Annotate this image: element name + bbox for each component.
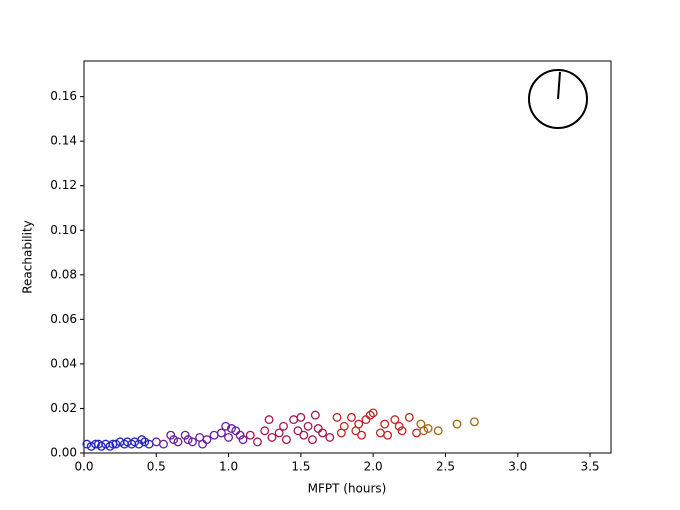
x-tick-label: 1.5 (291, 460, 310, 474)
point (227, 424, 236, 433)
point (293, 426, 303, 436)
point (96, 441, 106, 451)
point (134, 439, 144, 449)
x-tick-label: 0.0 (74, 460, 93, 474)
clock-hand (557, 71, 561, 100)
point (397, 426, 407, 436)
point (299, 430, 309, 440)
point (183, 435, 193, 445)
point (339, 421, 349, 431)
point (264, 415, 274, 425)
y-tick-label: 0.06 (50, 312, 77, 326)
point (187, 437, 197, 447)
point (347, 412, 356, 422)
point (423, 424, 433, 433)
x-tick-label: 3.0 (508, 460, 527, 474)
point (433, 426, 443, 436)
point (140, 437, 150, 447)
point (368, 408, 378, 418)
point (354, 419, 364, 429)
point (307, 435, 317, 445)
point (209, 430, 219, 440)
x-tick-label: 1.0 (219, 460, 238, 474)
point (260, 426, 270, 436)
point (253, 437, 262, 447)
y-tick-label: 0.12 (50, 178, 77, 192)
x-tick-label: 2.0 (364, 460, 383, 474)
point (166, 430, 176, 440)
point (202, 435, 212, 445)
point (267, 432, 277, 442)
point (169, 435, 179, 445)
y-tick-label: 0.16 (50, 89, 77, 103)
x-tick-label: 2.5 (436, 460, 455, 474)
point (224, 432, 234, 442)
clock-icon (528, 69, 588, 129)
point (452, 419, 462, 429)
point (469, 417, 479, 427)
y-tick-label: 0.04 (50, 356, 77, 370)
point (198, 439, 208, 449)
point (383, 430, 393, 440)
point (390, 415, 400, 425)
y-tick-label: 0.14 (50, 134, 77, 148)
point (419, 426, 429, 436)
y-tick-label: 0.08 (50, 267, 77, 281)
point (111, 439, 121, 449)
point (221, 421, 231, 431)
point (313, 424, 323, 433)
point (180, 430, 190, 440)
point (279, 421, 288, 431)
y-axis-label: Reachability (21, 220, 35, 294)
point (216, 428, 226, 438)
point (151, 437, 161, 447)
x-tick-label: 3.5 (580, 460, 599, 474)
point (375, 428, 385, 438)
point (289, 415, 299, 425)
point (332, 412, 342, 422)
y-tick-label: 0.00 (50, 446, 77, 460)
point (380, 419, 390, 429)
point (404, 412, 414, 422)
point (357, 430, 367, 440)
point (235, 430, 245, 440)
x-tick-label: 0.5 (147, 460, 166, 474)
point (361, 415, 371, 425)
point (173, 437, 183, 447)
point (318, 428, 328, 438)
point (274, 428, 284, 438)
point (245, 430, 255, 440)
point (412, 428, 421, 438)
point (310, 410, 320, 420)
x-axis-label: MFPT (hours) (308, 482, 387, 496)
point (325, 432, 335, 442)
point (394, 421, 404, 431)
point (303, 421, 313, 431)
point (281, 435, 291, 445)
y-tick-label: 0.10 (50, 223, 77, 237)
plot-frame (83, 60, 612, 454)
point (159, 439, 168, 449)
point (91, 439, 101, 449)
y-tick-label: 0.02 (50, 401, 77, 415)
point (82, 439, 92, 449)
point (238, 435, 248, 445)
point (296, 412, 306, 422)
